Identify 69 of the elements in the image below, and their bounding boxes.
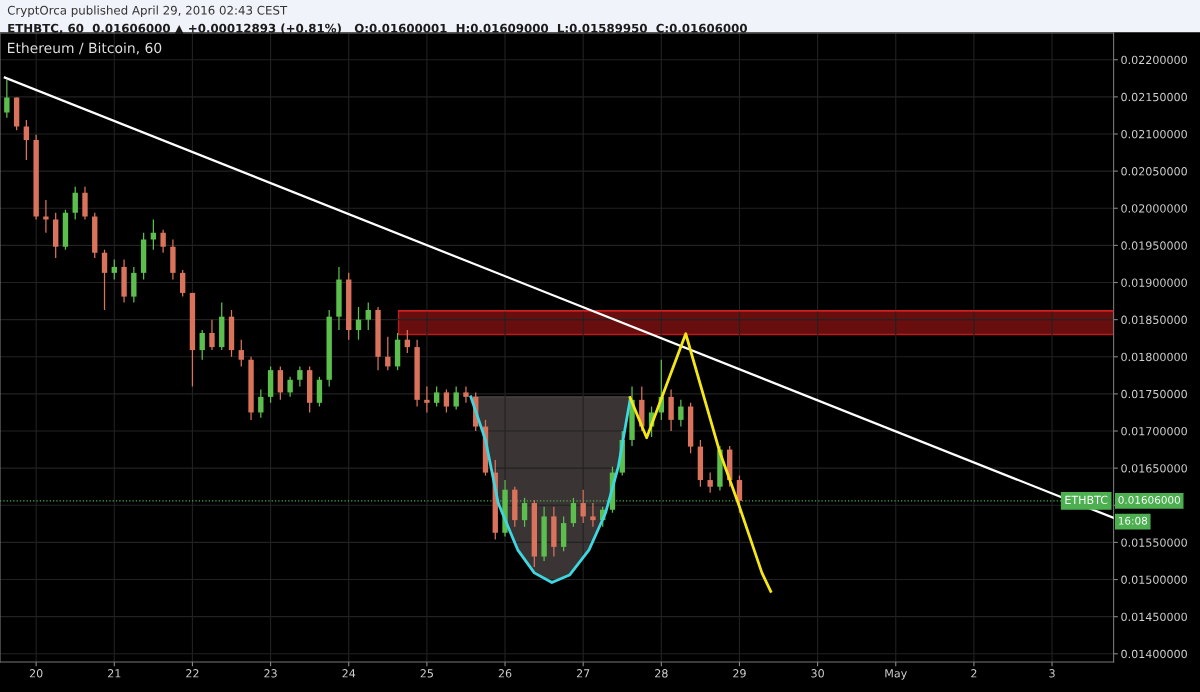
candlestick [678,399,684,428]
candlestick [23,119,30,161]
y-tick-label: 0.02150000 [1121,92,1187,102]
candlestick [297,365,303,388]
candlestick [570,497,577,528]
chart-subtitle: CryptOrca published April 29, 2016 02:43 CEST [7,5,288,17]
x-tick-label: 20 [29,669,43,678]
candlestick [424,385,430,414]
candlestick [82,186,88,221]
candlestick [521,497,528,528]
y-tick-label: 0.01850000 [1121,315,1187,325]
candlestick [287,376,293,398]
text: 0.01606000 [1118,495,1181,504]
candlestick [199,329,205,361]
y-tick-label: 0.01900000 [1121,278,1187,287]
y-tick-label: 0.02100000 [1121,129,1187,139]
x-tick-label: 21 [108,669,121,678]
candlestick [433,385,440,408]
candlestick [111,258,117,281]
candlestick [131,266,137,304]
x-tick-label: 27 [576,669,590,678]
candlestick [101,249,108,311]
x-tick-label: 26 [498,669,512,678]
candlestick [590,502,596,528]
text: Ethereum / Bitcoin, 60 [8,42,162,55]
x-tick-label: 3 [1049,669,1055,678]
x-tick-label: 25 [420,669,433,678]
candlestick [316,376,323,408]
y-tick-label: 0.02200000 [1121,55,1187,65]
candlestick [238,339,244,368]
x-tick-label: 22 [186,669,199,678]
ref-line-label: ETHBTC [1065,495,1108,505]
candlestick [160,229,166,254]
x-tick-label: 23 [264,669,277,678]
candlestick [209,319,215,351]
candlestick [560,515,567,552]
candlestick [668,388,674,432]
candlestick [4,79,10,119]
text: ETHBTC, 60 0.01606000 ▲ +0.00012893 (+0.81%) O:0.01600001 H:0.01609000 L:0.01589950 C:0.01606000 [8,23,747,35]
x-tick-label: 28 [655,669,668,678]
y-tick-label: 0.01450000 [1121,612,1187,622]
candlestick [43,199,49,234]
line-series [628,332,773,593]
x-tick-label: 2 [971,669,977,678]
candlestick [365,301,371,331]
candlestick [463,385,469,404]
y-tick-label: 0.01750000 [1121,389,1187,399]
candlestick [443,388,450,414]
candlestick [707,471,713,494]
x-tick-label: 24 [342,669,356,678]
candlestick [179,269,186,298]
candlestick [277,365,284,401]
y-tick-label: 0.01950000 [1121,241,1187,250]
candlestick [580,489,586,524]
y-tick-label: 0.01550000 [1121,538,1187,547]
text: 16:08 [1118,516,1148,525]
candlestick [453,385,459,411]
y-tick-label: 0.02050000 [1121,167,1187,176]
candlestick [258,388,264,419]
y-tick-label: 0.01650000 [1121,464,1187,473]
candlestick [72,186,78,221]
x-tick-label: May [885,669,907,680]
y-tick-label: 0.01500000 [1121,575,1187,584]
y-tick-label: 0.01700000 [1121,427,1187,436]
y-tick-label: 0.02000000 [1121,204,1187,213]
x-tick-label: 29 [733,669,746,678]
x-tick-label: 30 [811,669,824,678]
y-tick-label: 0.01400000 [1121,649,1187,659]
y-tick-label: 0.01800000 [1121,352,1187,362]
